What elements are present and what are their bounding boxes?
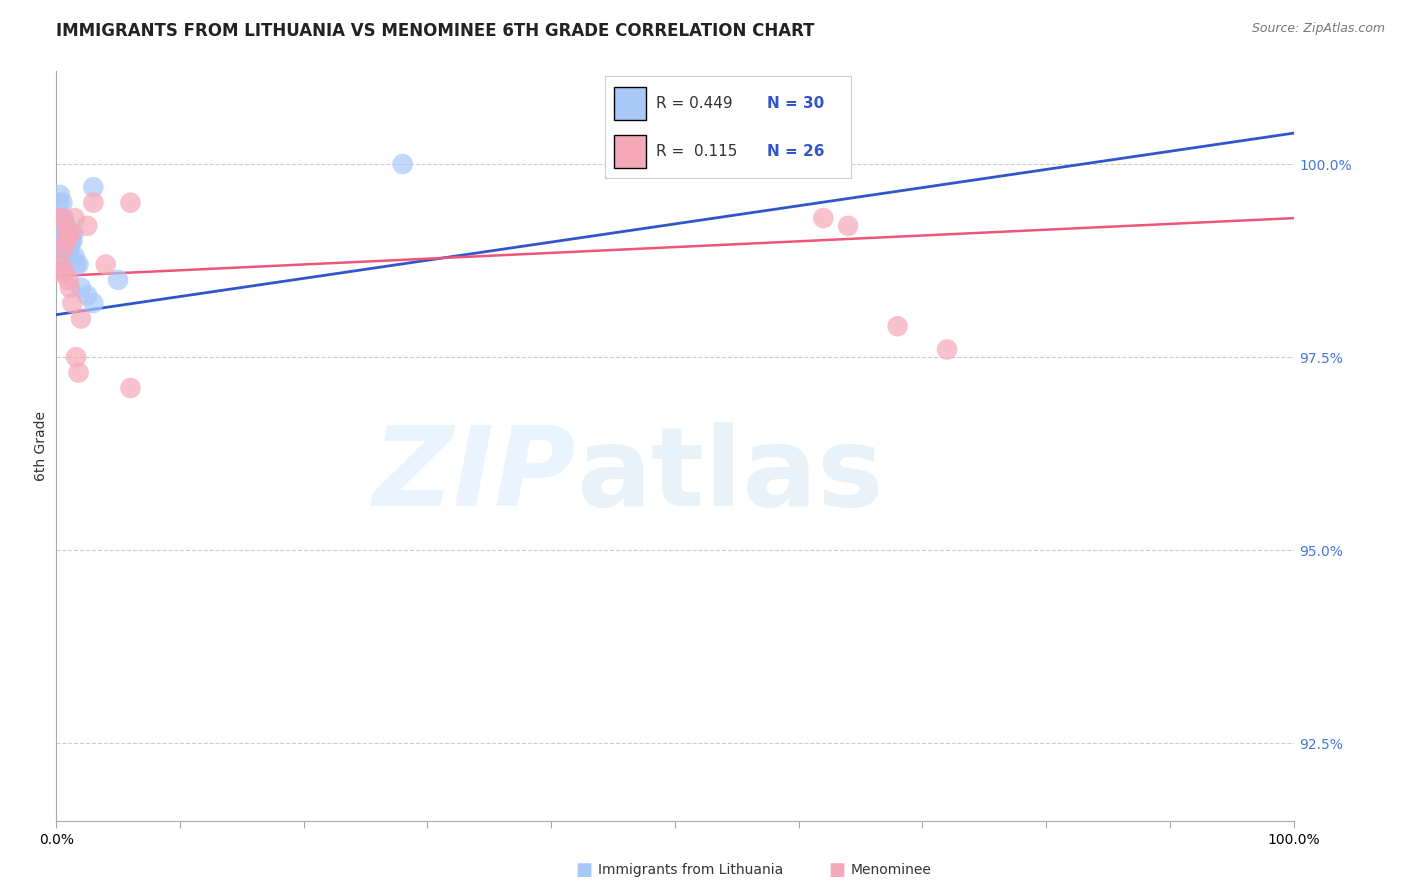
Text: ■: ■ bbox=[828, 861, 845, 879]
Text: IMMIGRANTS FROM LITHUANIA VS MENOMINEE 6TH GRADE CORRELATION CHART: IMMIGRANTS FROM LITHUANIA VS MENOMINEE 6… bbox=[56, 22, 814, 40]
Point bbox=[55, 250, 77, 264]
Text: ZIP: ZIP bbox=[373, 423, 576, 530]
Point bbox=[49, 211, 72, 226]
Y-axis label: 6th Grade: 6th Grade bbox=[34, 411, 48, 481]
Point bbox=[59, 242, 82, 256]
Point bbox=[56, 242, 79, 256]
Text: N = 26: N = 26 bbox=[768, 145, 824, 160]
Point bbox=[51, 257, 73, 271]
Point bbox=[82, 195, 104, 210]
Point bbox=[53, 227, 76, 241]
Point bbox=[837, 219, 859, 233]
Text: Source: ZipAtlas.com: Source: ZipAtlas.com bbox=[1251, 22, 1385, 36]
Point bbox=[51, 195, 73, 210]
Point bbox=[58, 273, 80, 287]
Point bbox=[60, 227, 83, 241]
Point bbox=[391, 157, 413, 171]
Text: R = 0.449: R = 0.449 bbox=[657, 96, 733, 111]
Point bbox=[67, 257, 90, 271]
Point bbox=[76, 219, 98, 233]
Point bbox=[51, 219, 73, 233]
Point bbox=[51, 235, 73, 249]
Point bbox=[813, 211, 835, 226]
Point bbox=[52, 242, 75, 256]
Text: Menominee: Menominee bbox=[851, 863, 932, 877]
Point bbox=[936, 343, 959, 357]
Point bbox=[70, 311, 93, 326]
Point bbox=[49, 188, 72, 202]
Point bbox=[67, 366, 90, 380]
Point bbox=[107, 273, 129, 287]
Point bbox=[56, 235, 79, 249]
Point bbox=[58, 242, 80, 256]
Point bbox=[55, 219, 77, 233]
Point bbox=[76, 288, 98, 302]
Point bbox=[56, 227, 79, 241]
Text: N = 30: N = 30 bbox=[768, 96, 824, 111]
Point bbox=[120, 381, 142, 395]
Point bbox=[51, 227, 73, 241]
Text: ■: ■ bbox=[575, 861, 592, 879]
Text: atlas: atlas bbox=[576, 423, 883, 530]
Point bbox=[58, 227, 80, 241]
Point bbox=[65, 350, 87, 364]
Point bbox=[82, 296, 104, 310]
Point bbox=[58, 235, 80, 249]
Text: R =  0.115: R = 0.115 bbox=[657, 145, 738, 160]
Point bbox=[52, 235, 75, 249]
Point bbox=[62, 227, 84, 241]
Point bbox=[51, 211, 73, 226]
Point bbox=[63, 211, 86, 226]
Point bbox=[82, 180, 104, 194]
Point bbox=[53, 250, 76, 264]
Point bbox=[48, 265, 70, 279]
Point bbox=[60, 235, 83, 249]
Point bbox=[55, 235, 77, 249]
Point bbox=[60, 235, 83, 249]
Point bbox=[70, 280, 93, 294]
Point bbox=[48, 195, 70, 210]
Text: Immigrants from Lithuania: Immigrants from Lithuania bbox=[598, 863, 783, 877]
Point bbox=[120, 195, 142, 210]
Point bbox=[52, 211, 75, 226]
Point bbox=[60, 296, 83, 310]
Point bbox=[65, 257, 87, 271]
FancyBboxPatch shape bbox=[614, 87, 647, 120]
FancyBboxPatch shape bbox=[614, 136, 647, 168]
Point bbox=[49, 211, 72, 226]
Point bbox=[63, 250, 86, 264]
Point bbox=[59, 280, 82, 294]
Point bbox=[94, 257, 117, 271]
Point bbox=[886, 319, 908, 334]
Point bbox=[53, 265, 76, 279]
